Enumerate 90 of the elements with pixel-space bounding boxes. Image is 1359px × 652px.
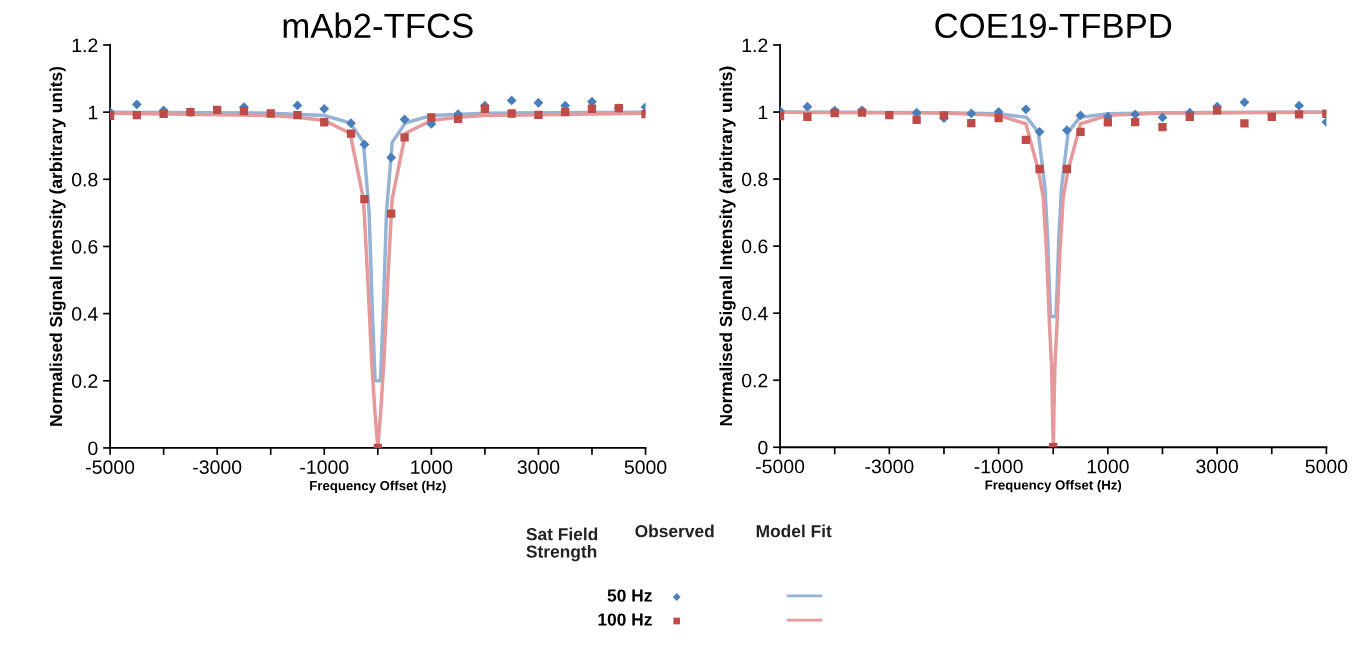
point [967, 118, 976, 128]
point [1185, 112, 1194, 121]
point [320, 118, 329, 127]
y-tick-label: 0.8 [741, 172, 768, 187]
point [400, 133, 409, 142]
x-tick-label: -5000 [756, 459, 805, 474]
legend-title: Sat Field Strength [526, 527, 598, 562]
point [1267, 112, 1276, 121]
x-tick-label: 3000 [517, 460, 560, 475]
point [213, 105, 222, 114]
point [360, 194, 369, 204]
point [1131, 117, 1140, 127]
y-axis-title: Normalised Signal Intensity (arbitrary units) [49, 66, 66, 426]
point [1075, 110, 1086, 121]
point [1294, 110, 1304, 119]
y-tick-label: 0.8 [72, 172, 98, 187]
legend-label: 50 Hz [607, 589, 652, 602]
point [239, 106, 249, 116]
y-tick-label: 0 [88, 441, 98, 456]
y-tick-label: 1 [88, 105, 98, 120]
point [386, 152, 397, 163]
point [507, 109, 516, 118]
y-tick-label: 0.2 [72, 374, 98, 388]
x-tick-label: 3000 [1196, 459, 1238, 474]
point [1021, 104, 1031, 115]
text: Observed [635, 524, 714, 538]
point [319, 103, 330, 114]
point [802, 101, 813, 112]
point [506, 95, 517, 106]
point [1103, 118, 1113, 127]
point [266, 109, 275, 118]
point [533, 97, 544, 108]
point [994, 113, 1003, 123]
x-tick-label: -3000 [865, 459, 914, 474]
legend-label: 100 Hz [598, 613, 652, 626]
point [132, 111, 142, 120]
point [1240, 119, 1249, 128]
point [427, 113, 436, 122]
point [1076, 127, 1085, 136]
point [359, 139, 370, 150]
point [1034, 126, 1045, 137]
y-tick-label: 0.2 [741, 373, 768, 388]
chart-title: COE19-TFBPD [935, 13, 1172, 39]
point [561, 107, 570, 117]
y-tick-label: 1.2 [72, 38, 98, 53]
point [1061, 125, 1072, 136]
y-tick-label: 0.4 [741, 306, 768, 321]
point [1062, 164, 1072, 174]
point [587, 104, 597, 113]
point [912, 115, 921, 124]
point [803, 112, 812, 121]
point [1035, 164, 1044, 174]
point [1158, 122, 1167, 132]
point [480, 104, 490, 113]
point [1021, 135, 1031, 145]
point [159, 109, 168, 118]
point [885, 110, 894, 120]
point [966, 108, 977, 119]
point [399, 114, 410, 125]
y-tick-label: 0.4 [72, 307, 98, 321]
x-tick-label: -1000 [300, 460, 349, 475]
point [346, 129, 356, 138]
point [453, 114, 463, 124]
point [1212, 106, 1222, 115]
x-tick-label: 1000 [411, 460, 453, 475]
x-axis-title: Frequency Offset (Hz) [310, 480, 446, 493]
x-tick-label: 5000 [624, 460, 667, 475]
point [387, 209, 396, 218]
y-tick-label: 1.2 [742, 38, 768, 53]
point [534, 110, 543, 119]
chart-title: mAb2-TFCS [283, 12, 473, 39]
point [346, 118, 356, 129]
y-axis-title: Normalised Signal Intensity (arbitrary units) [719, 66, 736, 426]
point [131, 99, 142, 110]
x-tick-label: -1000 [974, 459, 1023, 474]
x-tick-label: 1000 [1087, 459, 1129, 474]
y-tick-label: 0 [758, 440, 768, 455]
x-tick-label: 5000 [1305, 459, 1348, 474]
x-axis-title: Frequency Offset (Hz) [985, 479, 1122, 493]
x-tick-label: -5000 [86, 460, 135, 475]
y-tick-label: 1 [758, 105, 768, 120]
x-tick-label: -3000 [193, 460, 242, 475]
point [293, 111, 302, 120]
point [1239, 97, 1250, 108]
point [1294, 100, 1304, 111]
point [292, 100, 303, 111]
y-tick-label: 0.6 [741, 239, 768, 254]
text: Model Fit [756, 524, 832, 538]
y-tick-label: 0.6 [72, 239, 98, 254]
point [1157, 112, 1168, 123]
